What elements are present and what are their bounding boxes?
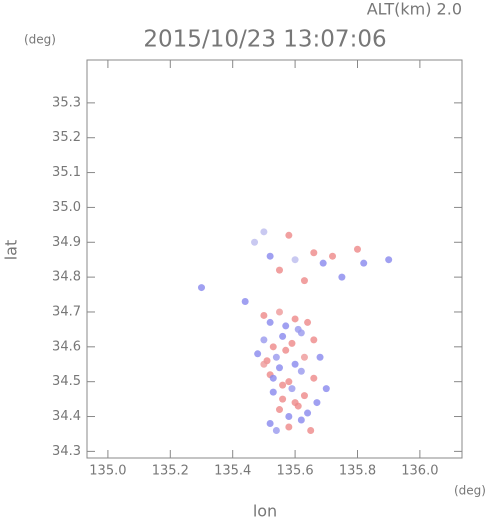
point [288, 385, 296, 393]
point [251, 238, 259, 246]
y-tick-label: 35.1 [52, 165, 81, 180]
point [275, 266, 283, 274]
point [266, 252, 274, 260]
point [282, 346, 290, 354]
x-tick-label: 136.0 [401, 464, 438, 479]
point [260, 311, 268, 319]
x-axis-label: lon [253, 502, 277, 521]
y-tick-label: 34.5 [52, 374, 81, 389]
y-axis-label: lat [2, 240, 21, 261]
y-tick-label: 34.7 [52, 304, 81, 319]
point [288, 339, 296, 347]
point [304, 318, 312, 326]
x-tick-label: 135.2 [152, 464, 189, 479]
point [279, 332, 287, 340]
y-tick-label: 34.8 [52, 270, 81, 285]
point [260, 336, 268, 344]
point [285, 231, 293, 239]
point [291, 315, 299, 323]
point [260, 360, 268, 368]
x-tick-label: 135.6 [276, 464, 313, 479]
point [272, 353, 280, 361]
point [282, 322, 290, 330]
point [285, 423, 293, 431]
point [279, 381, 287, 389]
point [269, 374, 277, 382]
point [285, 413, 293, 421]
point [307, 426, 315, 434]
point [297, 367, 305, 375]
y-tick-label: 35.0 [52, 200, 81, 215]
point [275, 406, 283, 414]
point [300, 353, 308, 361]
altitude-label: ALT(km) 2.0 [367, 0, 462, 19]
point [241, 298, 249, 306]
point [310, 249, 318, 257]
y-tick-label: 34.6 [52, 339, 81, 354]
point [300, 392, 308, 400]
point [266, 318, 274, 326]
y-tick-label: 35.3 [52, 95, 81, 110]
point [310, 336, 318, 344]
point [316, 353, 324, 361]
y-tick-label: 35.2 [52, 130, 81, 145]
point [319, 259, 327, 267]
y-tick-label: 34.3 [52, 444, 81, 459]
x-tick-label: 135.8 [339, 464, 376, 479]
point [338, 273, 346, 281]
point [313, 399, 321, 407]
point [291, 399, 299, 407]
point [385, 256, 393, 264]
x-tick-label: 135.4 [214, 464, 251, 479]
y-tick-label: 34.9 [52, 235, 81, 250]
point [197, 284, 205, 292]
point [291, 360, 299, 368]
point [329, 252, 337, 260]
point [275, 364, 283, 372]
point [285, 378, 293, 386]
point [260, 228, 268, 236]
point [300, 277, 308, 285]
point [322, 385, 330, 393]
point [279, 395, 287, 403]
x-unit: (deg) [454, 484, 486, 498]
point [310, 374, 318, 382]
y-unit: (deg) [24, 33, 56, 47]
point [360, 259, 368, 267]
point [291, 256, 299, 264]
plot-frame [86, 59, 463, 459]
point [272, 426, 280, 434]
point [254, 350, 262, 358]
point [353, 245, 361, 253]
point [275, 308, 283, 316]
point [304, 409, 312, 417]
point [294, 325, 302, 333]
x-tick-label: 135.0 [89, 464, 126, 479]
point [269, 343, 277, 351]
point [297, 416, 305, 424]
chart-title: 2015/10/23 13:07:06 [143, 27, 386, 53]
y-tick-label: 34.4 [52, 409, 81, 424]
point [269, 388, 277, 396]
point [266, 419, 274, 427]
